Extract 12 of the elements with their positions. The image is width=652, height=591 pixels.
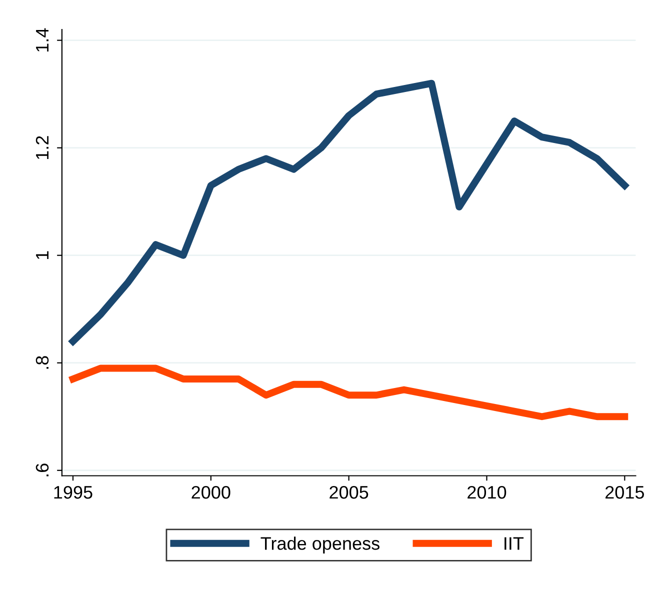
legend-label: Trade openess bbox=[260, 536, 380, 554]
x-tick-label: 2005 bbox=[330, 486, 368, 499]
y-tick-label: 1.2 bbox=[36, 136, 48, 159]
y-tick-label: 1.4 bbox=[36, 28, 48, 52]
y-tick-label: .6 bbox=[36, 464, 49, 476]
x-tick-label: 2010 bbox=[468, 486, 506, 499]
x-tick-label: 2000 bbox=[192, 486, 230, 499]
y-tick-label: 1 bbox=[36, 251, 48, 259]
x-tick-label: 2015 bbox=[605, 486, 644, 499]
x-tick-label: 1995 bbox=[54, 486, 92, 499]
y-tick-label: .8 bbox=[36, 356, 49, 369]
legend-label: IIT bbox=[504, 537, 524, 550]
